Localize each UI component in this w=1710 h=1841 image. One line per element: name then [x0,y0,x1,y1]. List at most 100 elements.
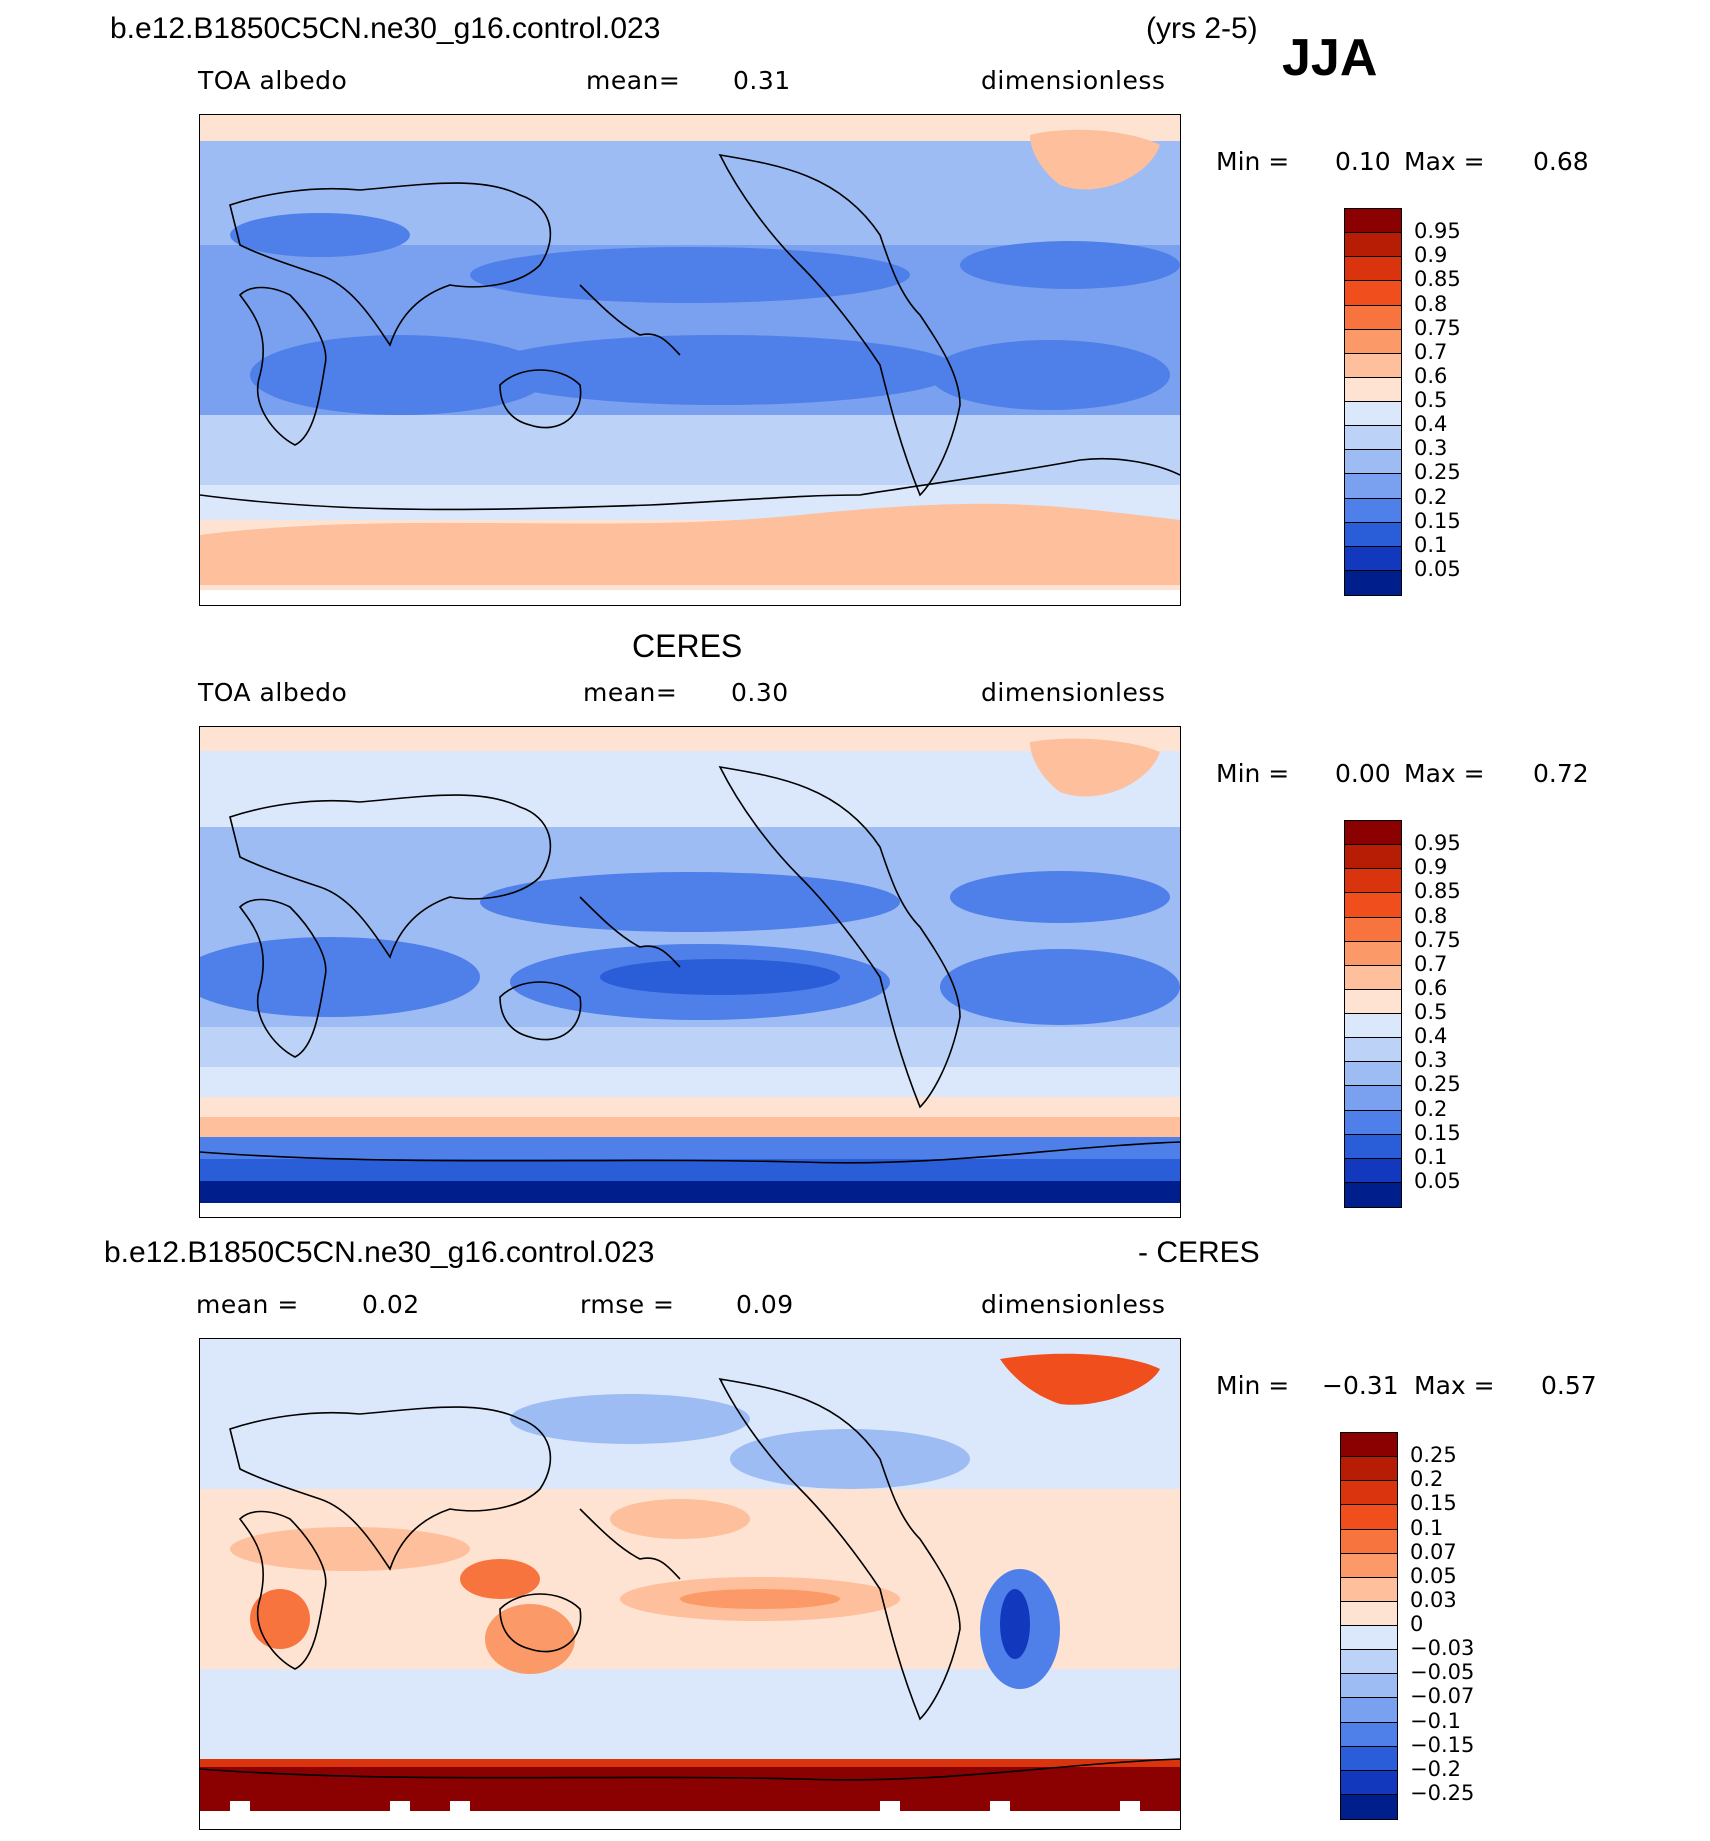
colorbar-box [1345,1014,1401,1039]
panel1-max-value: 0.68 [1533,147,1589,176]
colorbar-box [1345,353,1401,378]
colorbar-tick-label: 0.07 [1410,1539,1457,1564]
colorbar-box [1341,1794,1397,1819]
colorbar-box [1341,1674,1397,1699]
colorbar-box [1345,209,1401,234]
panel3-max-value: 0.57 [1541,1371,1597,1400]
colorbar-tick-label: 0.4 [1414,412,1448,437]
colorbar-box [1341,1698,1397,1723]
colorbar-box [1341,1722,1397,1747]
panel3-min-value: −0.31 [1322,1371,1399,1400]
panel2-max-label: Max = [1404,759,1485,788]
panel1-max-label: Max = [1404,147,1485,176]
colorbar-tick-label: 0.05 [1414,1168,1461,1193]
colorbar-box [1345,281,1401,306]
colorbar-box [1345,989,1401,1014]
colorbar-box [1345,965,1401,990]
colorbar-box [1345,1038,1401,1063]
colorbar-tick-label: −0.15 [1410,1732,1475,1757]
panel1-mean-value: 0.31 [733,66,791,95]
colorbar-box [1345,450,1401,475]
colorbar-tick-label: 0.9 [1414,855,1448,880]
colorbar-box [1345,377,1401,402]
colorbar-tick-label: 0.3 [1414,1048,1448,1073]
colorbar-box [1341,1481,1397,1506]
colorbar-box [1345,305,1401,330]
panel3-max-label: Max = [1414,1371,1495,1400]
colorbar-tick-label: −0.25 [1410,1780,1475,1805]
panel2-title: CERES [632,628,743,664]
colorbar-box [1345,522,1401,547]
panel1-units-label: dimensionless [981,66,1166,95]
panel3-mean-label: mean = [196,1290,299,1319]
colorbar-tick-label: 0.2 [1414,484,1448,509]
colorbar-box [1341,1457,1397,1482]
panel2-max-value: 0.72 [1533,759,1589,788]
colorbar-tick-label: 0.5 [1414,388,1448,412]
colorbar-tick-label: 0.7 [1414,951,1448,976]
colorbar-tick-label: 0.95 [1414,831,1461,856]
colorbar-tick-label: 0 [1410,1612,1424,1636]
colorbar-tick-label: 0.2 [1414,1096,1448,1121]
panel3-map [199,1338,1181,1830]
panel3-title-suffix: - CERES [1138,1236,1260,1269]
colorbar-tick-label: 0.05 [1410,1563,1457,1588]
colorbar-box [1345,941,1401,966]
panel1-variable-label: TOA albedo [198,66,348,95]
panel2-map [199,726,1181,1218]
colorbar-box [1345,570,1401,595]
colorbar-tick-label: 0.85 [1414,267,1461,292]
colorbar-box [1345,1110,1401,1135]
colorbar-box [1345,869,1401,894]
colorbar-tick-label: 0.15 [1414,1120,1461,1145]
colorbar-box [1345,233,1401,258]
panel1-mean-label: mean= [586,66,681,95]
panel2-coastlines [200,765,1180,1164]
colorbar-box [1345,426,1401,451]
panel3-rmse-value: 0.09 [736,1290,794,1319]
colorbar-tick-label: 0.25 [1414,1072,1461,1097]
colorbar-box [1345,474,1401,499]
panel3-mean-value: 0.02 [362,1290,420,1319]
colorbar-tick-label: 0.8 [1414,291,1448,316]
colorbar-tick-label: 0.7 [1414,339,1448,364]
panel1-contour-plot [200,115,1180,605]
colorbar-tick-label: 0.1 [1414,1144,1448,1169]
panel3-coastlines [200,1377,1180,1781]
colorbar-box [1341,1529,1397,1554]
colorbar-tick-label: 0.25 [1410,1443,1457,1468]
colorbar-tick-label: 0.75 [1414,927,1461,952]
panel2-min-label: Min = [1216,759,1290,788]
colorbar-box [1345,1158,1401,1183]
colorbar-tick-label: 0.2 [1410,1467,1444,1492]
panel1-min-value: 0.10 [1335,147,1391,176]
colorbar-box [1345,329,1401,354]
panel3-title: b.e12.B1850C5CN.ne30_g16.control.023 [104,1236,655,1269]
colorbar-tick-label: 0.1 [1414,532,1448,557]
colorbar-box [1345,1134,1401,1159]
colorbar-box [1341,1650,1397,1675]
colorbar-box [1345,1086,1401,1111]
colorbar-box [1345,1182,1401,1207]
colorbar-tick-label: 0.9 [1414,243,1448,268]
colorbar-box [1345,546,1401,571]
panel2-mean-label: mean= [583,678,678,707]
panel3-colorbar [1340,1432,1398,1820]
colorbar-tick-label: 0.6 [1414,975,1448,1000]
panel1-min-label: Min = [1216,147,1290,176]
colorbar-box [1341,1746,1397,1771]
colorbar-tick-label: −0.07 [1410,1684,1475,1709]
panel2-mean-value: 0.30 [731,678,789,707]
colorbar-tick-label: 0.15 [1410,1491,1457,1516]
colorbar-tick-label: 0.1 [1410,1515,1444,1540]
colorbar-box [1341,1505,1397,1530]
colorbar-tick-label: −0.2 [1410,1756,1461,1781]
panel2-variable-label: TOA albedo [198,678,348,707]
panel2-units-label: dimensionless [981,678,1166,707]
panel3-rmse-label: rmse = [580,1290,675,1319]
colorbar-tick-label: 0.3 [1414,436,1448,461]
colorbar-box [1345,498,1401,523]
colorbar-box [1345,845,1401,870]
colorbar-tick-label: 0.4 [1414,1024,1448,1049]
panel2-contour-plot [200,727,1180,1217]
